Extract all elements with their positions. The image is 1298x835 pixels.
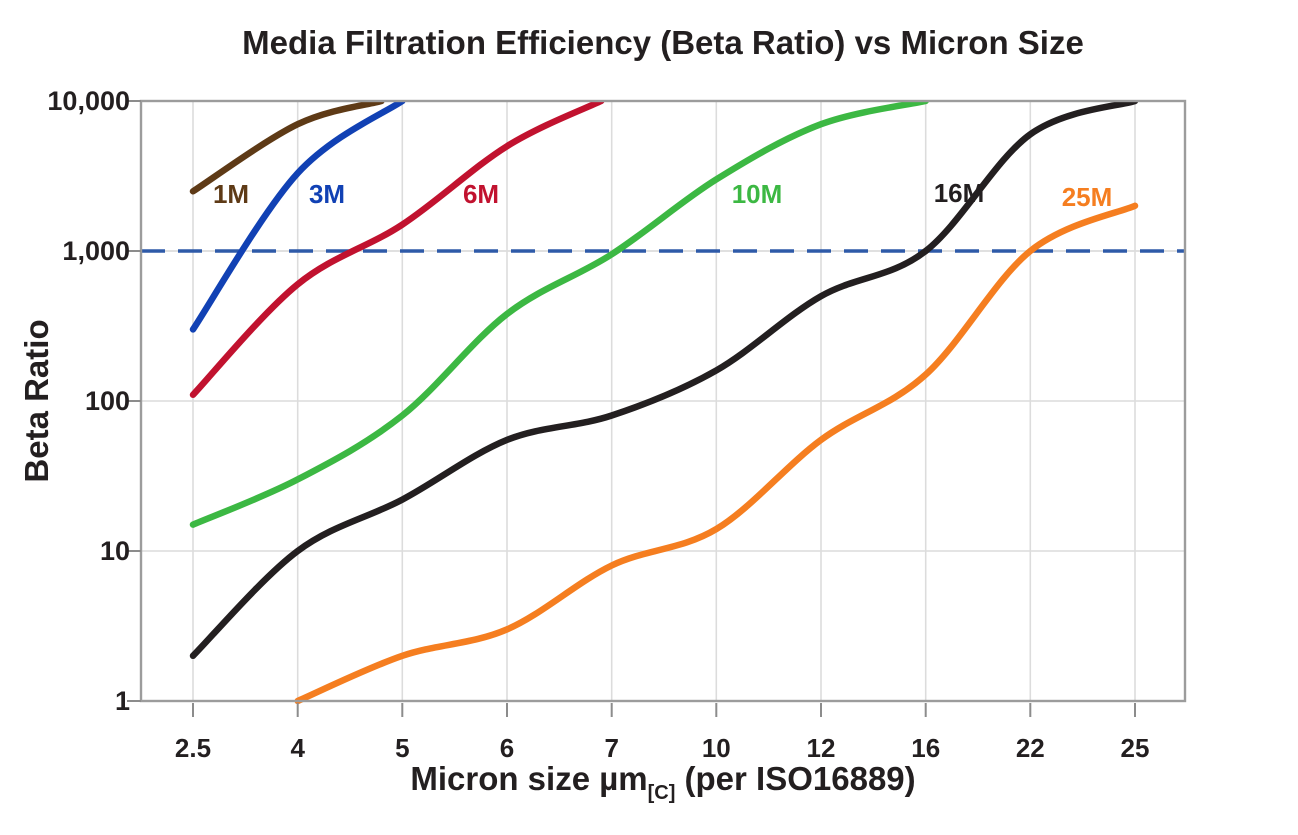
axis-ticks	[127, 100, 1136, 717]
series-curve-25M	[294, 202, 1139, 705]
series-curve-1M	[189, 100, 385, 195]
x-tick-label: 4	[290, 733, 305, 763]
x-tick-label: 2.5	[175, 733, 211, 763]
x-tick-label: 6	[500, 733, 514, 763]
series-inline-labels: 1M 3M 6M 10M 16M 25M	[213, 178, 1112, 212]
x-axis-title-main: Micron size µm	[410, 760, 648, 797]
x-axis-title: Micron size µm[C] (per ISO16889)	[141, 760, 1185, 804]
series-label-6M: 6M	[463, 179, 499, 209]
series-label-16M: 16M	[934, 178, 985, 208]
gridlines	[141, 101, 1185, 701]
y-tick-label: 10	[100, 536, 130, 566]
x-tick-label: 12	[807, 733, 836, 763]
x-tick-label: 22	[1016, 733, 1045, 763]
y-tick-label: 100	[85, 386, 130, 416]
series-curve-16M	[189, 100, 1139, 660]
y-tick-label: 1,000	[62, 236, 130, 266]
series-label-1M: 1M	[213, 179, 249, 209]
series-label-3M: 3M	[309, 179, 345, 209]
series-curve-10M	[189, 100, 929, 528]
axis-tick-labels: 2.5 4 5 6 7 10 12 16 22 25 1 10 100 1,000 10,000	[47, 86, 1149, 763]
series-curves	[189, 100, 1139, 705]
series-curve-6M	[189, 100, 605, 399]
x-tick-label: 5	[395, 733, 409, 763]
series-curve-3M	[189, 100, 406, 333]
x-tick-label: 7	[604, 733, 618, 763]
y-axis-title: Beta Ratio	[18, 319, 55, 482]
x-tick-label: 16	[911, 733, 940, 763]
x-axis-title-suffix: (per ISO16889)	[675, 760, 916, 797]
y-tick-label: 10,000	[47, 86, 130, 116]
chart-title: Media Filtration Efficiency (Beta Ratio)…	[242, 24, 1084, 61]
x-tick-label: 10	[702, 733, 731, 763]
series-label-25M: 25M	[1062, 182, 1113, 212]
y-tick-label: 1	[115, 686, 130, 716]
x-tick-label: 25	[1121, 733, 1150, 763]
x-axis-title-subscript: [C]	[647, 782, 676, 804]
series-label-10M: 10M	[732, 179, 783, 209]
